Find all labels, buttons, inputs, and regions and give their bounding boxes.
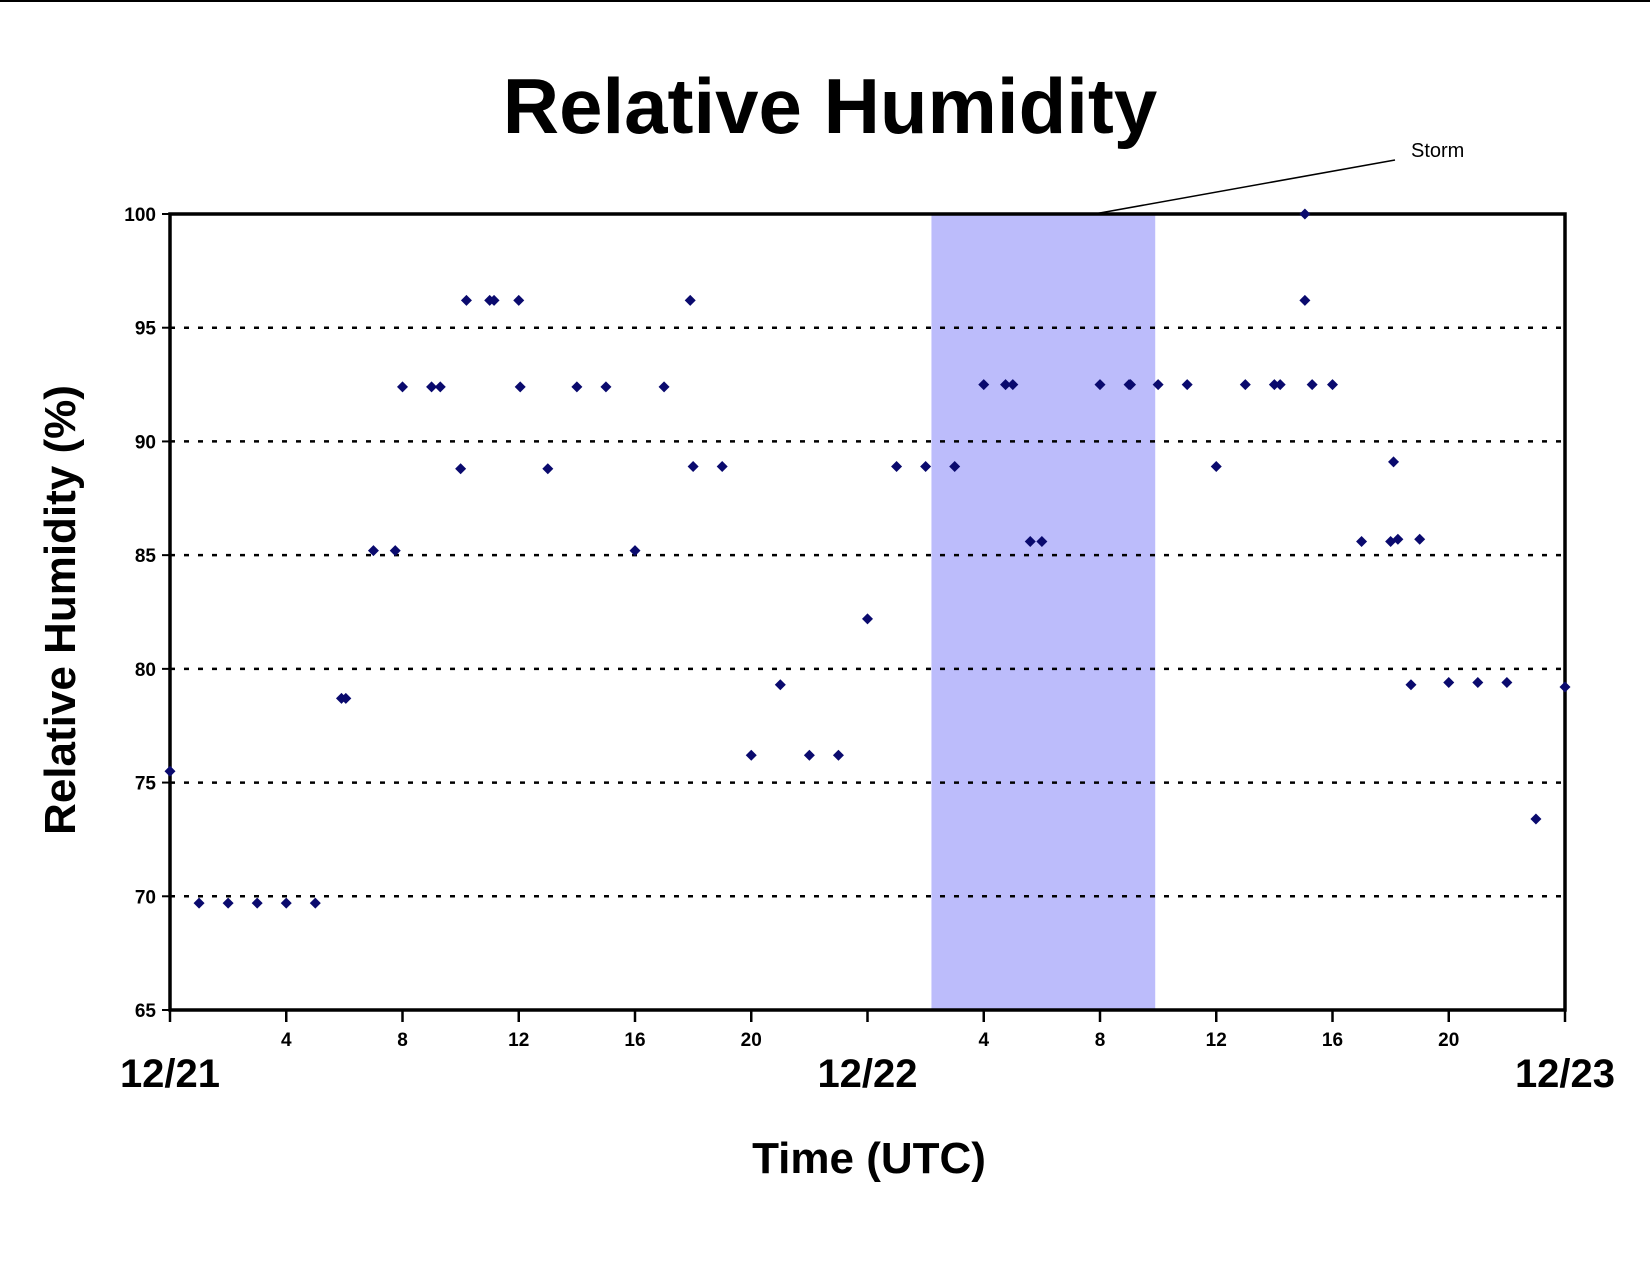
top-border-line	[0, 0, 1650, 2]
data-point	[389, 545, 401, 557]
data-point	[434, 381, 446, 393]
data-point	[920, 460, 932, 472]
y-tick-label: 65	[135, 1001, 157, 1022]
date-label: 12/22	[817, 1052, 917, 1096]
data-point	[891, 460, 903, 472]
data-point	[222, 897, 234, 909]
data-point	[978, 379, 990, 391]
data-point	[629, 545, 641, 557]
data-point	[716, 460, 728, 472]
data-point	[1414, 533, 1426, 545]
data-point	[455, 463, 467, 475]
data-point	[1299, 294, 1311, 306]
data-point	[164, 765, 176, 777]
storm-leader-line	[1094, 159, 1396, 215]
x-tick-label: 4	[978, 1030, 989, 1051]
storm-annotation-label: Storm	[1411, 140, 1464, 162]
data-point	[803, 749, 815, 761]
x-tick-label: 8	[1095, 1030, 1106, 1051]
data-point	[1268, 379, 1280, 391]
data-point	[1306, 379, 1318, 391]
y-tick-label: 95	[135, 319, 157, 340]
data-point	[1007, 379, 1019, 391]
x-tick-label: 20	[741, 1030, 762, 1051]
data-point	[1405, 679, 1417, 691]
data-point	[1299, 208, 1311, 220]
x-tick-label: 16	[624, 1030, 645, 1051]
data-point	[1024, 535, 1036, 547]
data-point	[1501, 677, 1513, 689]
data-point	[1125, 379, 1137, 391]
x-tick-label: 20	[1438, 1030, 1459, 1051]
chart-title: Relative Humidity	[503, 62, 1158, 150]
data-point	[600, 381, 612, 393]
data-point	[397, 381, 408, 393]
date-label: 12/23	[1515, 1052, 1615, 1096]
data-point	[571, 381, 583, 393]
data-point	[367, 545, 379, 557]
data-point	[745, 749, 757, 761]
x-tick-label: 8	[397, 1030, 408, 1051]
x-axis-title: Time (UTC)	[752, 1134, 986, 1183]
data-point	[1388, 456, 1400, 468]
data-point	[251, 897, 263, 909]
data-point	[1181, 379, 1193, 391]
y-tick-label: 100	[124, 205, 156, 226]
data-point	[1152, 379, 1164, 391]
data-point	[460, 294, 472, 306]
plot-frame	[168, 212, 1567, 1012]
x-tick-label: 16	[1322, 1030, 1343, 1051]
data-point	[832, 749, 844, 761]
y-tick-label: 90	[135, 432, 156, 453]
data-point	[280, 897, 292, 909]
y-tick-label: 80	[135, 660, 156, 681]
data-point	[1036, 535, 1048, 547]
y-tick-label: 85	[135, 546, 157, 567]
data-point	[1559, 681, 1571, 693]
data-point	[193, 897, 205, 909]
data-point	[1210, 460, 1222, 472]
data-point	[687, 460, 699, 472]
data-point	[1472, 677, 1484, 689]
y-tick-label: 70	[135, 887, 156, 908]
data-point	[1094, 379, 1106, 391]
data-point	[488, 294, 500, 306]
data-point	[514, 381, 526, 393]
data-point	[1356, 535, 1368, 547]
storm-shaded-region	[931, 214, 1156, 1010]
data-point	[774, 679, 786, 691]
data-point	[1000, 379, 1012, 391]
x-tick-label: 12	[508, 1030, 529, 1051]
data-point	[426, 381, 438, 393]
data-point	[949, 460, 961, 472]
y-tick-label: 75	[135, 774, 157, 795]
data-point	[542, 463, 554, 475]
data-point	[1392, 533, 1404, 545]
data-point	[1443, 677, 1455, 689]
y-axis-title: Relative Humidity (%)	[36, 385, 85, 835]
data-point	[862, 613, 873, 625]
data-point	[309, 897, 321, 909]
data-point	[513, 294, 525, 306]
x-tick-label: 12	[1206, 1030, 1227, 1051]
data-point	[658, 381, 670, 393]
data-point	[684, 294, 696, 306]
date-label: 12/21	[120, 1052, 220, 1096]
data-point	[1530, 813, 1542, 825]
data-point	[1239, 379, 1251, 391]
x-tick-label: 4	[281, 1030, 292, 1051]
data-point	[1327, 379, 1338, 391]
data-point	[340, 692, 352, 704]
data-point	[1274, 379, 1286, 391]
